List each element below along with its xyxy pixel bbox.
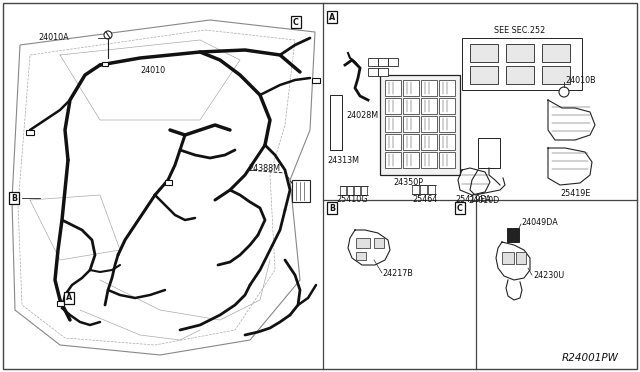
- Bar: [470, 66, 498, 84]
- Bar: [330, 95, 342, 150]
- Bar: [356, 238, 370, 248]
- Bar: [385, 116, 401, 132]
- Bar: [421, 152, 437, 168]
- Bar: [403, 152, 419, 168]
- Text: 24230U: 24230U: [533, 270, 564, 279]
- Bar: [347, 186, 353, 195]
- Text: 24388M: 24388M: [248, 164, 280, 173]
- Bar: [26, 129, 34, 135]
- Bar: [420, 185, 427, 194]
- Bar: [385, 134, 401, 150]
- Bar: [340, 186, 346, 195]
- Bar: [368, 68, 378, 76]
- Bar: [361, 186, 367, 195]
- Text: B: B: [11, 193, 17, 202]
- Bar: [502, 252, 514, 264]
- Text: 24010B: 24010B: [565, 76, 596, 84]
- Text: 24010A: 24010A: [38, 32, 68, 42]
- Text: R24001PW: R24001PW: [561, 353, 618, 363]
- Bar: [292, 180, 310, 202]
- Text: 24313M: 24313M: [327, 155, 359, 164]
- Bar: [516, 252, 526, 264]
- Bar: [378, 68, 388, 76]
- Bar: [421, 134, 437, 150]
- Bar: [102, 62, 108, 66]
- Bar: [403, 98, 419, 114]
- Circle shape: [104, 31, 112, 39]
- Bar: [506, 66, 534, 84]
- Bar: [421, 80, 437, 96]
- Text: 24010: 24010: [140, 65, 165, 74]
- Text: 24028M: 24028M: [346, 110, 378, 119]
- Bar: [354, 186, 360, 195]
- Bar: [380, 75, 460, 175]
- Bar: [439, 80, 455, 96]
- Text: 24350P: 24350P: [393, 177, 423, 186]
- Text: A: A: [66, 294, 72, 302]
- Bar: [385, 152, 401, 168]
- Bar: [378, 58, 388, 66]
- Bar: [428, 185, 435, 194]
- Text: C: C: [293, 17, 299, 26]
- Bar: [462, 38, 582, 90]
- Bar: [374, 238, 384, 248]
- Bar: [403, 80, 419, 96]
- Text: 25419EA: 25419EA: [455, 195, 491, 203]
- Bar: [542, 66, 570, 84]
- Bar: [421, 98, 437, 114]
- Text: 25419E: 25419E: [560, 189, 590, 198]
- Bar: [470, 44, 498, 62]
- Text: 25464: 25464: [412, 195, 437, 203]
- Bar: [56, 301, 63, 305]
- Bar: [385, 80, 401, 96]
- Bar: [164, 180, 172, 185]
- Bar: [439, 116, 455, 132]
- Bar: [478, 138, 500, 168]
- Bar: [439, 152, 455, 168]
- Bar: [507, 228, 519, 242]
- Bar: [439, 98, 455, 114]
- Circle shape: [559, 87, 569, 97]
- Bar: [412, 185, 419, 194]
- Bar: [421, 116, 437, 132]
- Bar: [506, 44, 534, 62]
- Bar: [368, 58, 378, 66]
- Text: C: C: [457, 203, 463, 212]
- Bar: [403, 134, 419, 150]
- Text: A: A: [329, 13, 335, 22]
- Bar: [388, 58, 398, 66]
- Text: 24049DA: 24049DA: [521, 218, 557, 227]
- Text: 24010D: 24010D: [468, 196, 499, 205]
- Bar: [403, 116, 419, 132]
- Text: SEE SEC.252: SEE SEC.252: [494, 26, 546, 35]
- Bar: [356, 252, 366, 260]
- Bar: [439, 134, 455, 150]
- Bar: [312, 77, 320, 83]
- Text: 24217B: 24217B: [382, 269, 413, 278]
- Bar: [385, 98, 401, 114]
- Text: B: B: [329, 203, 335, 212]
- Text: 25410G: 25410G: [336, 195, 367, 203]
- Bar: [542, 44, 570, 62]
